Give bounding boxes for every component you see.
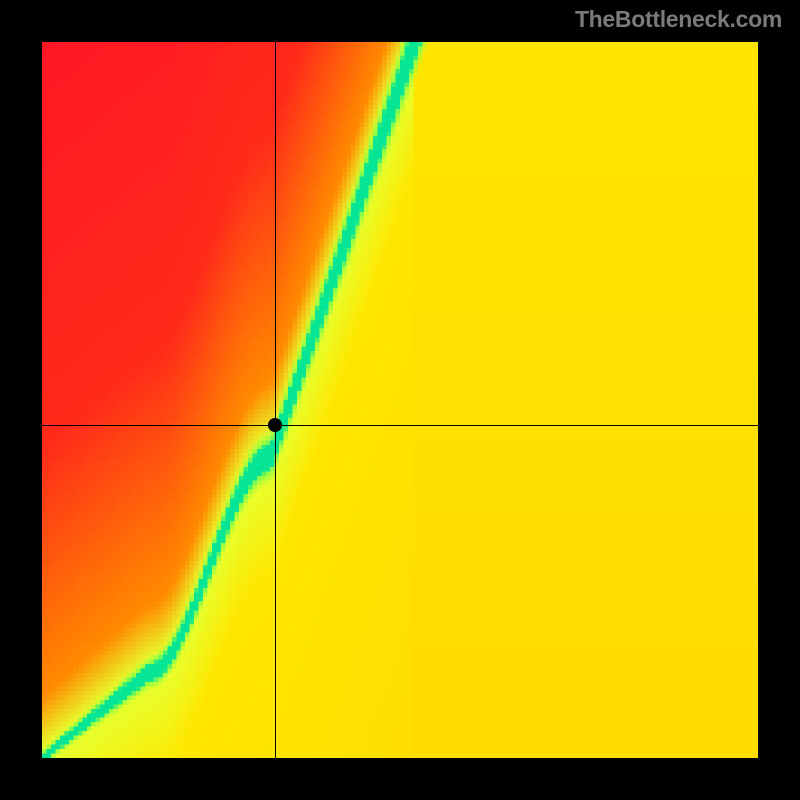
crosshair-marker [268,418,282,432]
heatmap-plot [42,42,758,758]
chart-frame: TheBottleneck.com [0,0,800,800]
crosshair-horizontal [42,425,758,426]
crosshair-vertical [275,42,276,758]
watermark: TheBottleneck.com [575,6,782,33]
heatmap-canvas [42,42,758,758]
